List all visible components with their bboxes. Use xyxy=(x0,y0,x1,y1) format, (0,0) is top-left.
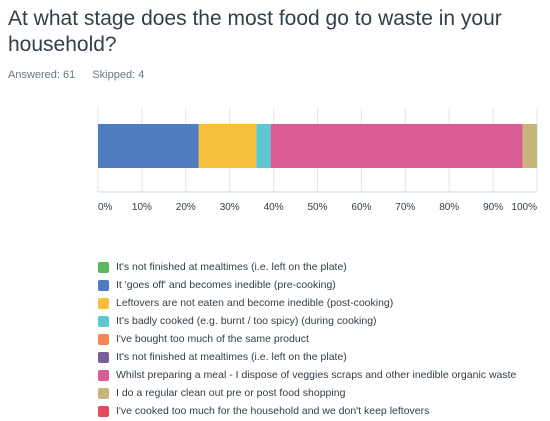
legend-swatch xyxy=(98,315,109,327)
bar-segment-6[interactable] xyxy=(270,124,523,168)
x-tick-label: 60% xyxy=(351,202,371,213)
legend-item[interactable]: I do a regular clean out pre or post foo… xyxy=(98,384,548,402)
question-title: At what stage does the most food go to w… xyxy=(8,7,502,56)
legend-label: I've cooked too much for the household a… xyxy=(116,405,430,417)
legend-item[interactable]: It's badly cooked (e.g. burnt / too spic… xyxy=(98,312,548,330)
legend-swatch xyxy=(98,297,109,309)
legend-item[interactable]: It's not finished at mealtimes (i.e. lef… xyxy=(98,348,548,366)
x-tick-label: 100% xyxy=(511,202,537,213)
stacked-bar-chart: 0% 10% 20% 30% 40% 50% 60% 70% 80% 90% 100% xyxy=(97,108,538,213)
legend-label: It 'goes off' and becomes inedible (pre-… xyxy=(116,279,336,291)
legend-swatch xyxy=(98,261,109,273)
legend-item[interactable]: It's not finished at mealtimes (i.e. lef… xyxy=(98,258,548,276)
x-tick-label: 80% xyxy=(439,202,459,213)
chart-legend: It's not finished at mealtimes (i.e. lef… xyxy=(98,258,548,420)
legend-item[interactable]: Leftovers are not eaten and become inedi… xyxy=(98,294,548,312)
bar-segment-3[interactable] xyxy=(256,124,271,168)
legend-item[interactable]: I've cooked too much for the household a… xyxy=(98,402,548,420)
legend-label: It's not finished at mealtimes (i.e. lef… xyxy=(116,351,347,363)
bar-segment-1[interactable] xyxy=(98,124,199,168)
x-tick-label: 50% xyxy=(307,202,327,213)
legend-label: I do a regular clean out pre or post foo… xyxy=(116,387,346,399)
legend-label: I've bought too much of the same product xyxy=(116,333,309,345)
bar-segment-7[interactable] xyxy=(522,124,537,168)
legend-item[interactable]: Whilst preparing a meal - I dispose of v… xyxy=(98,366,548,384)
legend-swatch xyxy=(98,333,109,345)
x-tick-label: 30% xyxy=(220,202,240,213)
x-tick-label: 70% xyxy=(395,202,415,213)
answered-count: Answered: 61 xyxy=(8,69,76,81)
x-tick-label: 20% xyxy=(176,202,196,213)
skipped-count: Skipped: 4 xyxy=(92,69,145,81)
x-tick-label: 90% xyxy=(483,202,503,213)
legend-label: Leftovers are not eaten and become inedi… xyxy=(116,297,394,309)
legend-item[interactable]: I've bought too much of the same product xyxy=(98,330,548,348)
x-tick-label: 0% xyxy=(98,202,113,213)
x-tick-label: 10% xyxy=(132,202,152,213)
legend-label: It's not finished at mealtimes (i.e. lef… xyxy=(116,261,347,273)
bar-segment-2[interactable] xyxy=(198,124,257,168)
legend-swatch xyxy=(98,351,109,363)
legend-swatch xyxy=(98,279,109,291)
response-stats: Answered: 61 Skipped: 4 xyxy=(8,69,158,81)
legend-swatch xyxy=(98,387,109,399)
legend-label: It's badly cooked (e.g. burnt / too spic… xyxy=(116,315,377,327)
legend-swatch xyxy=(98,369,109,381)
legend-item[interactable]: It 'goes off' and becomes inedible (pre-… xyxy=(98,276,548,294)
legend-swatch xyxy=(98,405,109,417)
legend-label: Whilst preparing a meal - I dispose of v… xyxy=(116,369,517,381)
x-tick-label: 40% xyxy=(264,202,284,213)
